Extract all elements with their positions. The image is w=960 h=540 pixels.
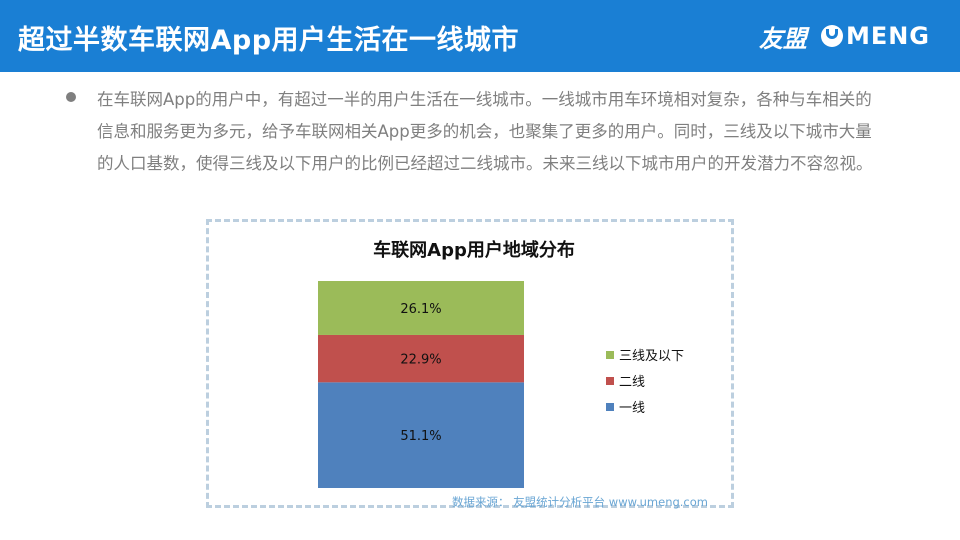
legend-swatch-2 <box>606 377 614 385</box>
umeng-logo: 友盟 MENG <box>758 20 930 53</box>
legend-swatch-1 <box>606 351 614 359</box>
legend-label-3: 一线 <box>619 401 645 416</box>
brand-en-label: MENG <box>845 22 930 50</box>
chart-title: 车联网App用户地域分布 <box>373 240 575 261</box>
header-bar: 超过半数车联网App用户生活在一线城市 友盟 MENG <box>0 0 960 72</box>
description-paragraph: 在车联网App的用户中，有超过一半的用户生活在一线城市。一线城市用车环境相对复杂… <box>97 90 873 173</box>
bar-segment-2 <box>318 334 524 383</box>
legend-label-1: 三线及以下 <box>619 349 684 364</box>
legend-swatch-3 <box>606 403 614 411</box>
legend-label-2: 二线 <box>619 375 645 390</box>
page-title: 超过半数车联网App用户生活在一线城市 <box>18 25 520 56</box>
umeng-u-icon <box>820 25 843 47</box>
bar-segment-1 <box>318 382 524 488</box>
brand-en-text: MENG <box>820 22 930 50</box>
bullet-dot-icon <box>66 92 76 102</box>
data-source-note: 数据来源： 友盟统计分析平台 www.umeng.com <box>452 495 708 509</box>
data-label-1: 51.1% <box>400 429 441 444</box>
data-label-2: 22.9% <box>400 353 441 368</box>
brand-cn-text: 友盟 <box>758 24 807 53</box>
bar-segment-3 <box>318 281 524 335</box>
data-label-3: 26.1% <box>400 302 441 317</box>
chart-frame <box>206 219 734 508</box>
